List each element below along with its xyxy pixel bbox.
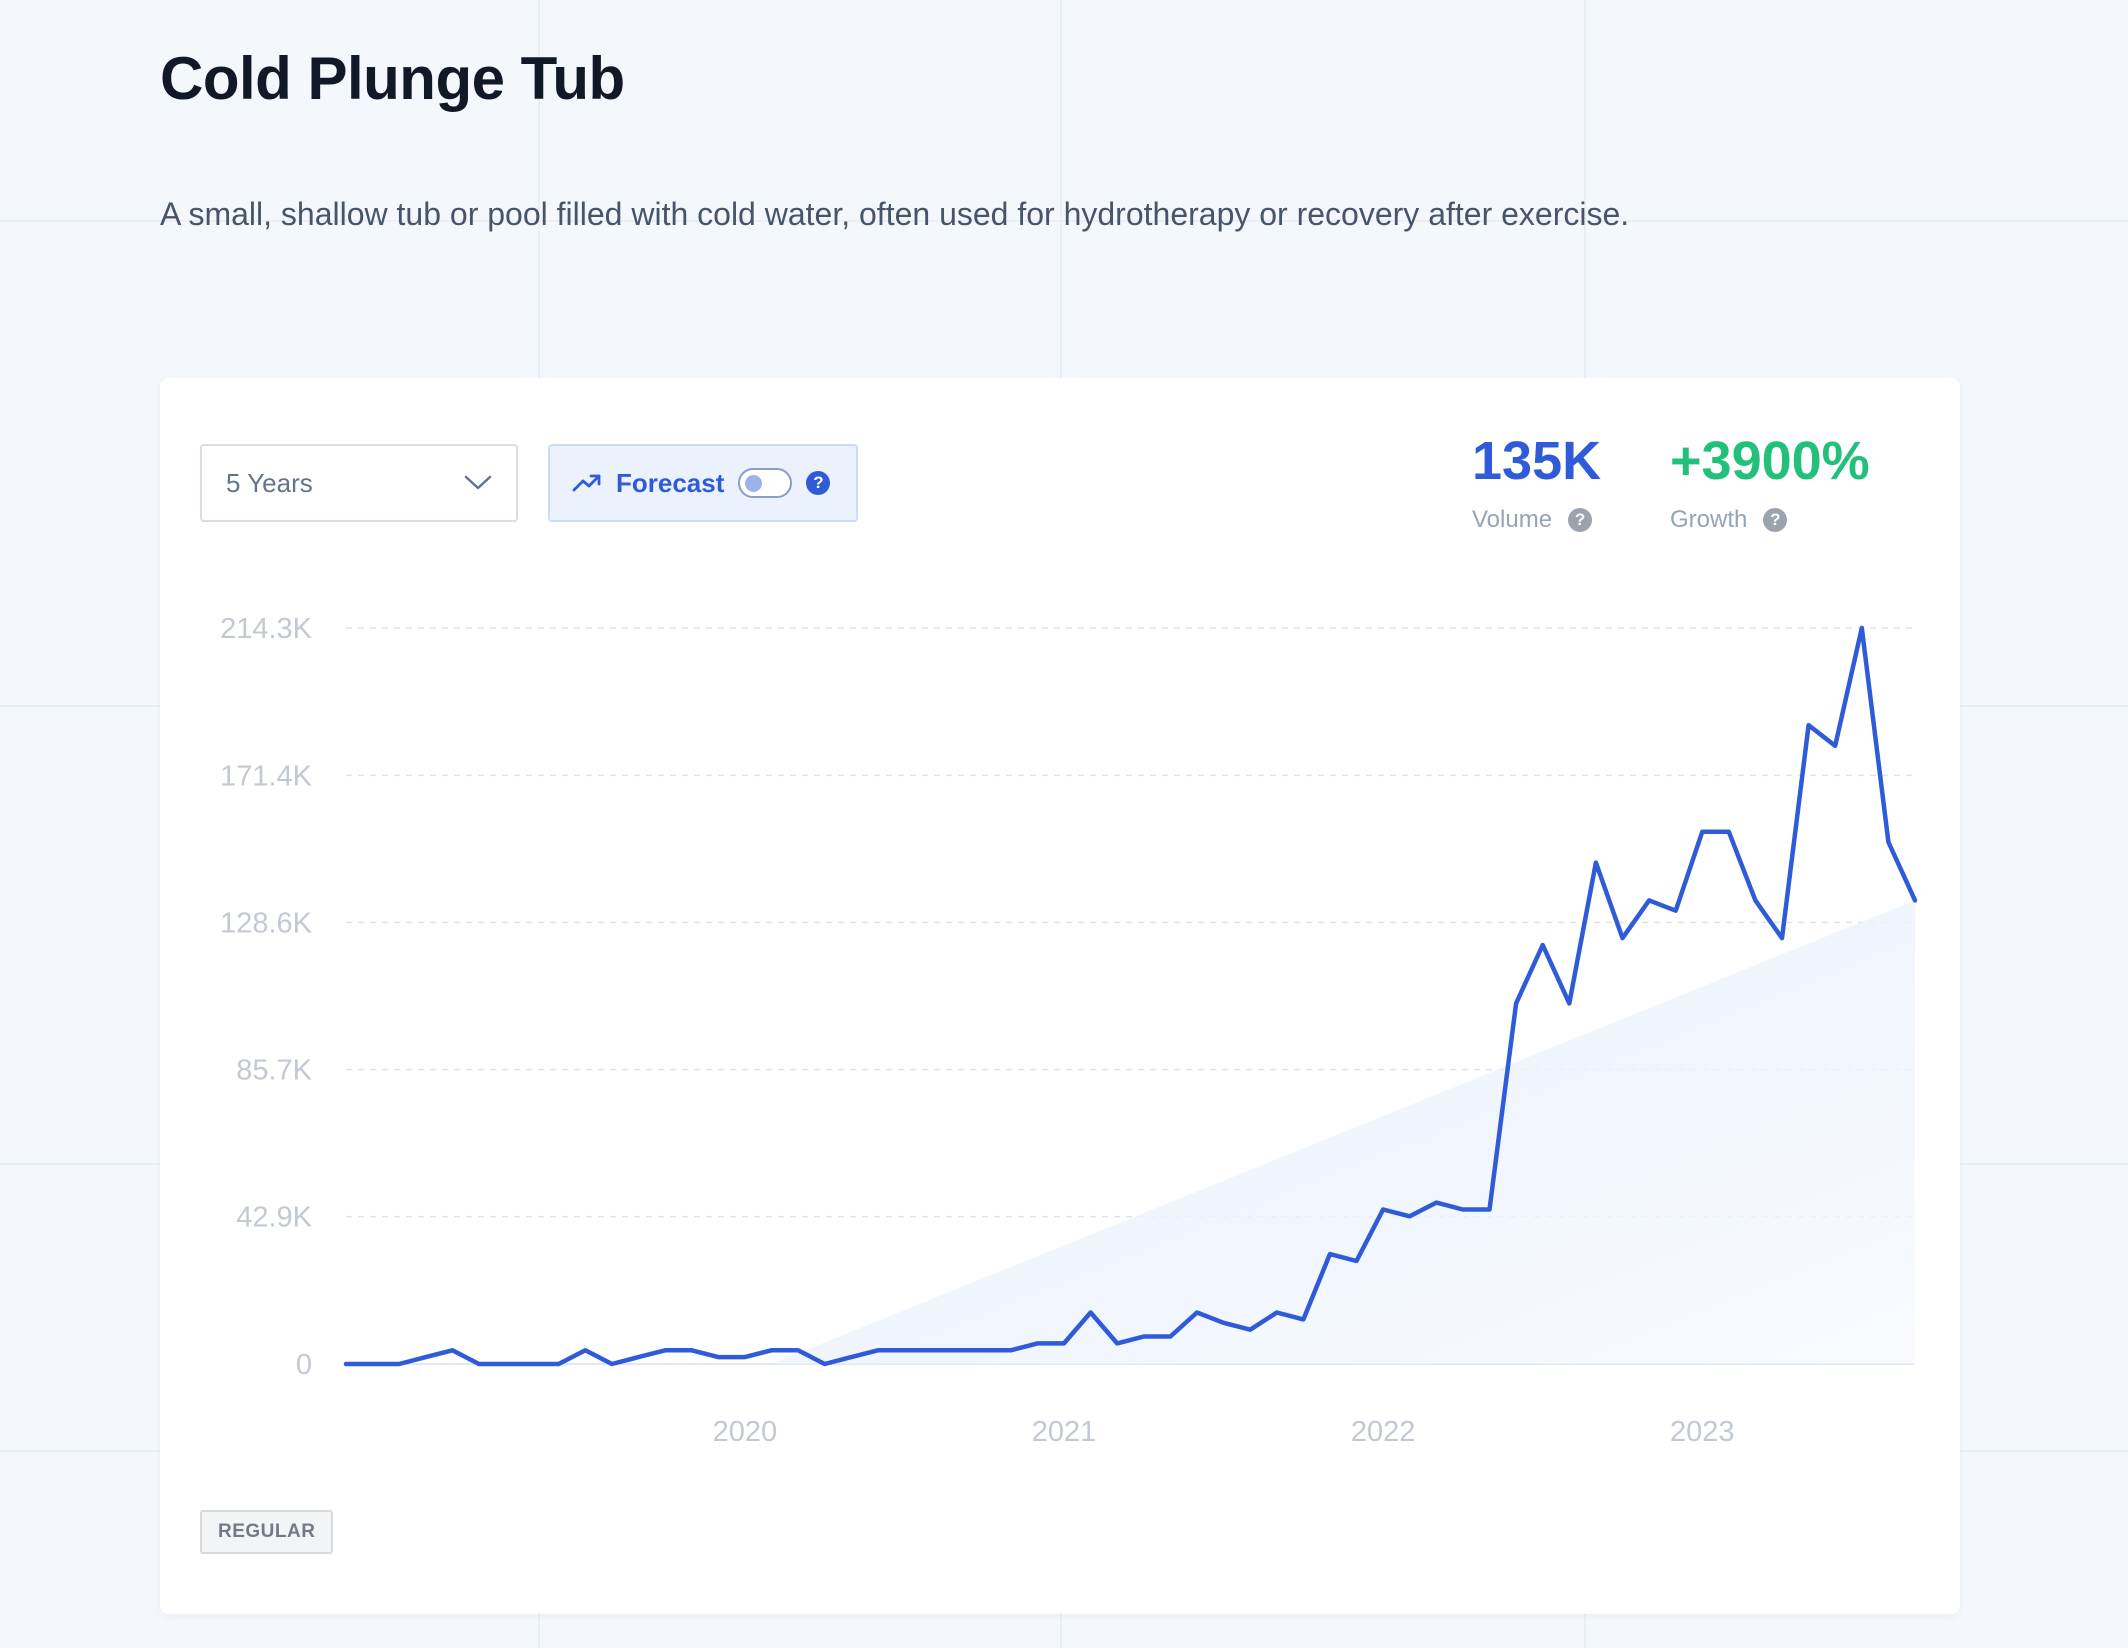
trending-up-icon — [572, 474, 601, 492]
volume-label: Volume — [1472, 506, 1553, 533]
forecast-switch[interactable] — [738, 468, 793, 498]
x-tick-label: 2023 — [1670, 1416, 1735, 1448]
y-tick-label: 214.3K — [220, 613, 313, 645]
y-tick-label: 85.7K — [236, 1055, 312, 1087]
y-tick-label: 42.9K — [236, 1202, 312, 1234]
growth-help-icon[interactable]: ? — [1763, 508, 1788, 532]
search-volume-chart: 0 42.9K 85.7K 128.6K 171.4K 214.3K 2020 2021 202… — [220, 613, 1918, 1448]
forecast-label: Forecast — [616, 467, 725, 498]
trend-band — [771, 900, 1916, 1364]
forecast-switch-knob — [745, 475, 763, 492]
growth-value: +3900% — [1670, 431, 1870, 491]
forecast-toggle-group: Forecast ? — [548, 444, 858, 522]
trend-card: 5 Years Forecast ? 135K Volume ? +3900% … — [160, 378, 1960, 1614]
growth-label: Growth — [1670, 506, 1748, 533]
x-tick-label: 2020 — [713, 1416, 778, 1448]
chevron-down-icon — [464, 475, 492, 490]
x-tick-label: 2021 — [1032, 1416, 1097, 1448]
x-tick-label: 2022 — [1351, 1416, 1416, 1448]
y-tick-label: 128.6K — [220, 907, 313, 939]
forecast-help-icon[interactable]: ? — [806, 471, 831, 495]
growth-stat: +3900% Growth ? — [1670, 434, 1870, 534]
volume-help-icon[interactable]: ? — [1568, 508, 1593, 532]
time-range-value: 5 Years — [226, 467, 313, 498]
y-tick-label: 0 — [296, 1349, 312, 1381]
page-title: Cold Plunge Tub — [160, 45, 625, 112]
time-range-select[interactable]: 5 Years — [200, 444, 518, 522]
volume-series-line — [343, 625, 1918, 1367]
trend-type-badge: REGULAR — [200, 1510, 334, 1554]
page-description: A small, shallow tub or pool filled with… — [160, 196, 1630, 232]
volume-stat: 135K Volume ? — [1472, 434, 1601, 534]
volume-value: 135K — [1472, 431, 1602, 491]
y-tick-label: 171.4K — [220, 760, 313, 792]
